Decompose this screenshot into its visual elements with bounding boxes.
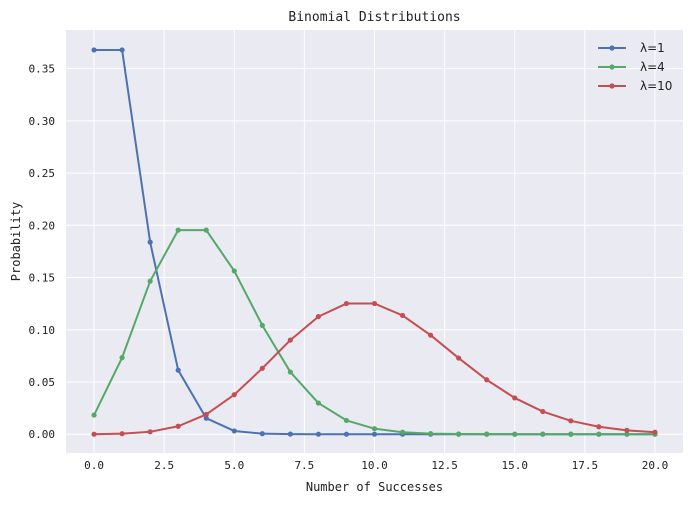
y-tick-label: 0.30 [29,115,56,128]
x-axis-title: Number of Successes [306,480,443,494]
data-point [596,431,602,437]
data-point [147,239,153,245]
data-point [540,408,546,415]
data-point [484,431,490,437]
data-point [343,300,350,307]
data-point [231,392,237,398]
data-point [91,412,97,418]
data-point [343,417,350,424]
legend-item: λ=1 [598,41,665,55]
legend-marker [609,45,615,51]
data-point [231,428,237,434]
legend-marker [609,64,615,70]
legend-item: λ=10 [598,79,672,93]
x-tick-label: 17.5 [572,459,599,472]
y-tick-label: 0.00 [29,428,56,441]
legend-marker [609,83,615,89]
data-point [624,431,630,437]
x-tick-label: 15.0 [501,459,528,472]
data-point [427,430,434,437]
data-point [203,411,209,418]
data-point [624,427,630,433]
data-point [427,332,434,338]
data-point [540,431,546,437]
data-point [203,227,209,233]
data-point [512,431,518,437]
legend-label: λ=4 [640,60,665,74]
data-point [371,426,378,432]
data-point [568,431,574,437]
x-tick-label: 5.0 [224,459,244,472]
y-tick-label: 0.35 [29,63,56,76]
data-point [484,377,490,383]
data-point [259,365,265,371]
y-axis-title: Probability [9,202,23,281]
data-point [287,369,293,375]
y-tick-label: 0.15 [29,272,56,285]
data-point [259,322,265,328]
data-point [343,431,350,437]
y-tick-label: 0.10 [29,324,56,337]
data-point [175,227,181,233]
data-point [91,431,97,437]
data-point [119,355,125,361]
y-tick-label: 0.20 [29,219,56,232]
data-point [399,429,406,435]
legend-item: λ=4 [598,60,665,74]
data-point [456,355,462,361]
x-tick-label: 2.5 [154,459,174,472]
x-tick-label: 10.0 [361,459,388,472]
data-point [203,415,209,421]
data-point [371,300,378,307]
data-point [175,423,181,429]
data-point [315,400,322,406]
data-point [259,431,265,437]
data-point [175,367,181,373]
y-tick-label: 0.25 [29,167,56,180]
series-group [91,227,658,437]
data-point [512,395,518,401]
data-point [456,431,462,437]
data-point [399,312,406,319]
data-point [147,429,153,435]
data-point [315,313,322,320]
data-point [119,47,125,53]
y-tick-label: 0.05 [29,376,56,389]
legend: λ=1 λ=4 λ=10 [598,41,672,93]
data-point [91,47,97,53]
series-group [91,300,658,437]
data-point [287,431,293,437]
data-point [287,337,293,343]
data-point [315,431,322,437]
legend-label: λ=10 [640,79,672,93]
data-point [568,418,574,424]
data-point [371,431,378,437]
legend-label: λ=1 [640,41,665,55]
data-point [231,268,237,274]
x-tick-label: 7.5 [294,459,314,472]
data-point [652,429,658,435]
data-point [596,424,602,430]
x-tick-label: 12.5 [431,459,458,472]
x-tick-label: 0.0 [84,459,104,472]
data-point [147,278,153,284]
x-tick-label: 20.0 [642,459,669,472]
data-point [119,431,125,437]
chart-title: Binomial Distributions [288,10,460,25]
